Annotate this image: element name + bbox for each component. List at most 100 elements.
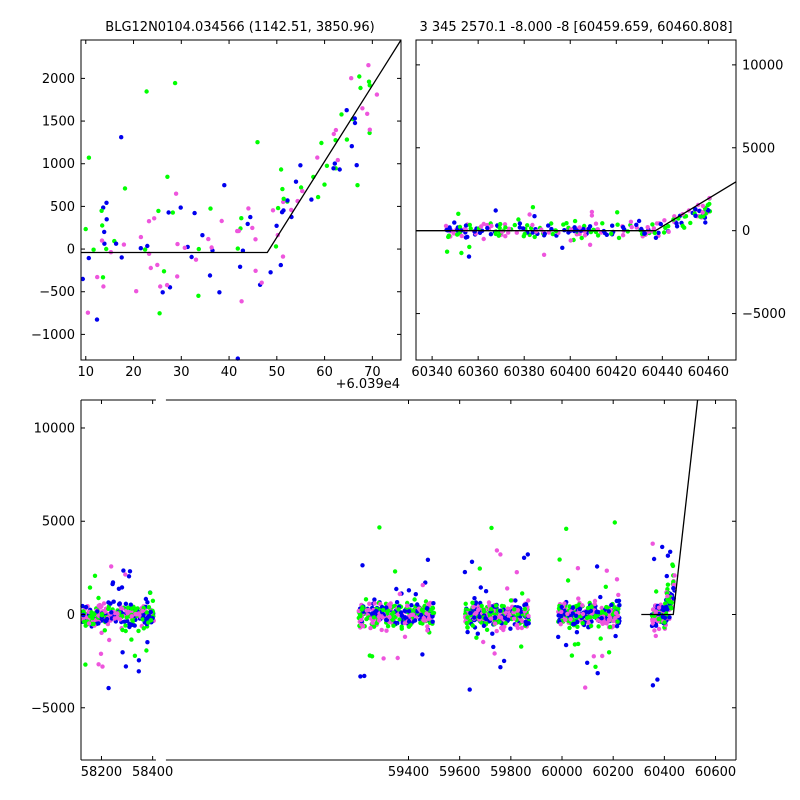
data-point — [558, 622, 563, 627]
data-point — [150, 598, 156, 603]
data-point — [384, 617, 389, 623]
data-point — [519, 644, 524, 649]
data-point — [497, 225, 502, 231]
data-point — [280, 186, 285, 192]
data-point — [392, 569, 398, 574]
data-point — [95, 609, 100, 614]
x-tick-label: 30 — [173, 365, 190, 380]
data-point — [585, 605, 591, 611]
data-point — [530, 205, 536, 210]
data-point — [278, 262, 283, 268]
data-point — [117, 617, 123, 622]
data-point — [481, 609, 487, 614]
data-point — [493, 208, 498, 213]
data-point — [671, 582, 676, 588]
data-point — [208, 206, 213, 211]
data-point — [123, 572, 128, 577]
data-point — [96, 662, 101, 667]
data-point — [568, 238, 573, 243]
data-point — [391, 623, 396, 628]
data-point — [656, 616, 661, 622]
data-point — [237, 264, 243, 269]
panel-top-left: BLG12N0104.034566 (1142.51, 3850.96) 10 2… — [31, 20, 402, 392]
data-point — [572, 642, 578, 647]
data-point — [377, 525, 382, 530]
data-point — [134, 289, 139, 294]
data-point — [494, 548, 500, 553]
data-point — [674, 221, 679, 226]
data-point — [616, 606, 621, 611]
data-point — [145, 640, 150, 645]
data-point — [374, 92, 380, 97]
data-point — [463, 227, 469, 233]
data-point — [471, 604, 476, 610]
data-point — [196, 293, 201, 298]
data-point — [152, 216, 157, 221]
data-point — [91, 621, 96, 627]
data-point — [136, 669, 141, 674]
data-point — [119, 585, 125, 590]
data-point — [503, 225, 508, 230]
data-point — [608, 615, 613, 621]
y-tick-label: −5000 — [31, 701, 75, 716]
data-point — [546, 230, 552, 235]
data-point — [501, 658, 507, 664]
data-point — [569, 653, 575, 658]
data-point — [349, 144, 354, 149]
data-point — [515, 622, 520, 628]
data-point — [521, 555, 527, 560]
data-point — [192, 210, 197, 216]
data-point — [688, 220, 693, 226]
data-point — [103, 619, 108, 624]
data-point — [322, 182, 327, 187]
data-point — [104, 200, 109, 205]
data-point — [505, 606, 510, 611]
data-point — [560, 245, 565, 250]
data-point — [470, 600, 475, 605]
data-point — [665, 553, 671, 558]
data-point — [465, 615, 470, 620]
data-point — [564, 526, 569, 531]
data-point — [530, 222, 535, 228]
data-point — [498, 221, 503, 227]
data-point — [580, 611, 586, 617]
data-point — [200, 233, 205, 238]
data-point — [315, 155, 320, 160]
data-point — [577, 225, 582, 230]
data-point — [309, 197, 314, 202]
data-point — [653, 623, 659, 628]
data-point — [522, 231, 527, 237]
data-point — [410, 612, 416, 617]
data-point — [418, 620, 423, 626]
data-point — [398, 610, 404, 615]
data-point — [517, 225, 522, 230]
data-point — [660, 544, 665, 550]
data-point — [425, 624, 430, 629]
data-point — [616, 592, 621, 598]
data-point — [572, 225, 577, 230]
data-point — [592, 601, 597, 607]
x-tick-label: 20 — [125, 365, 142, 380]
data-point — [396, 607, 401, 612]
data-point — [670, 562, 675, 567]
data-point — [598, 594, 603, 600]
data-point — [119, 606, 124, 611]
data-point — [498, 552, 503, 557]
data-point — [705, 203, 710, 208]
data-point — [145, 243, 150, 249]
data-point — [81, 609, 86, 614]
data-point — [541, 252, 547, 257]
data-point — [671, 579, 676, 584]
data-point — [298, 163, 303, 168]
x-tick-label: 60400 — [550, 365, 591, 380]
data-point — [98, 605, 103, 610]
data-point — [146, 613, 152, 619]
data-point — [666, 597, 671, 602]
data-point — [240, 248, 246, 253]
data-point — [534, 229, 539, 234]
data-point — [512, 222, 517, 228]
y-tick-label: −500 — [39, 285, 75, 300]
data-point — [494, 628, 499, 634]
data-point — [522, 606, 528, 612]
data-point — [550, 231, 555, 237]
